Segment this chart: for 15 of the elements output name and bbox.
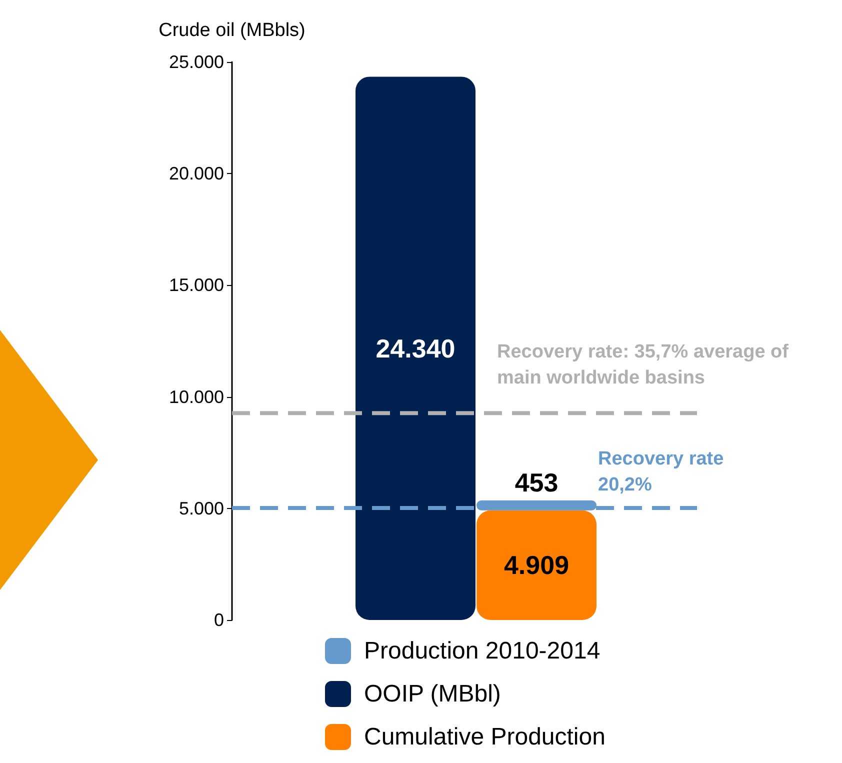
data-label: 4.909 xyxy=(504,550,570,580)
y-tick-label: 10.000 xyxy=(168,386,224,407)
data-label: 24.340 xyxy=(376,333,456,364)
y-tick-label: 0 xyxy=(214,610,224,630)
legend-label: Cumulative Production xyxy=(364,724,606,750)
y-tick-label: 20.000 xyxy=(168,164,224,184)
legend-label: OOIP (MBbl) xyxy=(364,680,501,708)
annotation: Recovery rate: 35,7% average of main worldwide basins xyxy=(497,342,794,389)
data-label: 453 xyxy=(514,467,558,498)
y-axis-title: Crude oil (MBbls) xyxy=(158,20,306,41)
y-tick-label: 25.000 xyxy=(168,52,224,72)
y-tick-label: 5.000 xyxy=(178,498,224,518)
y-tick-label: 15.000 xyxy=(168,275,224,296)
annotation: Recovery rate 20,2% xyxy=(598,448,729,496)
legend-label: Production 2010-2014 xyxy=(364,638,600,664)
